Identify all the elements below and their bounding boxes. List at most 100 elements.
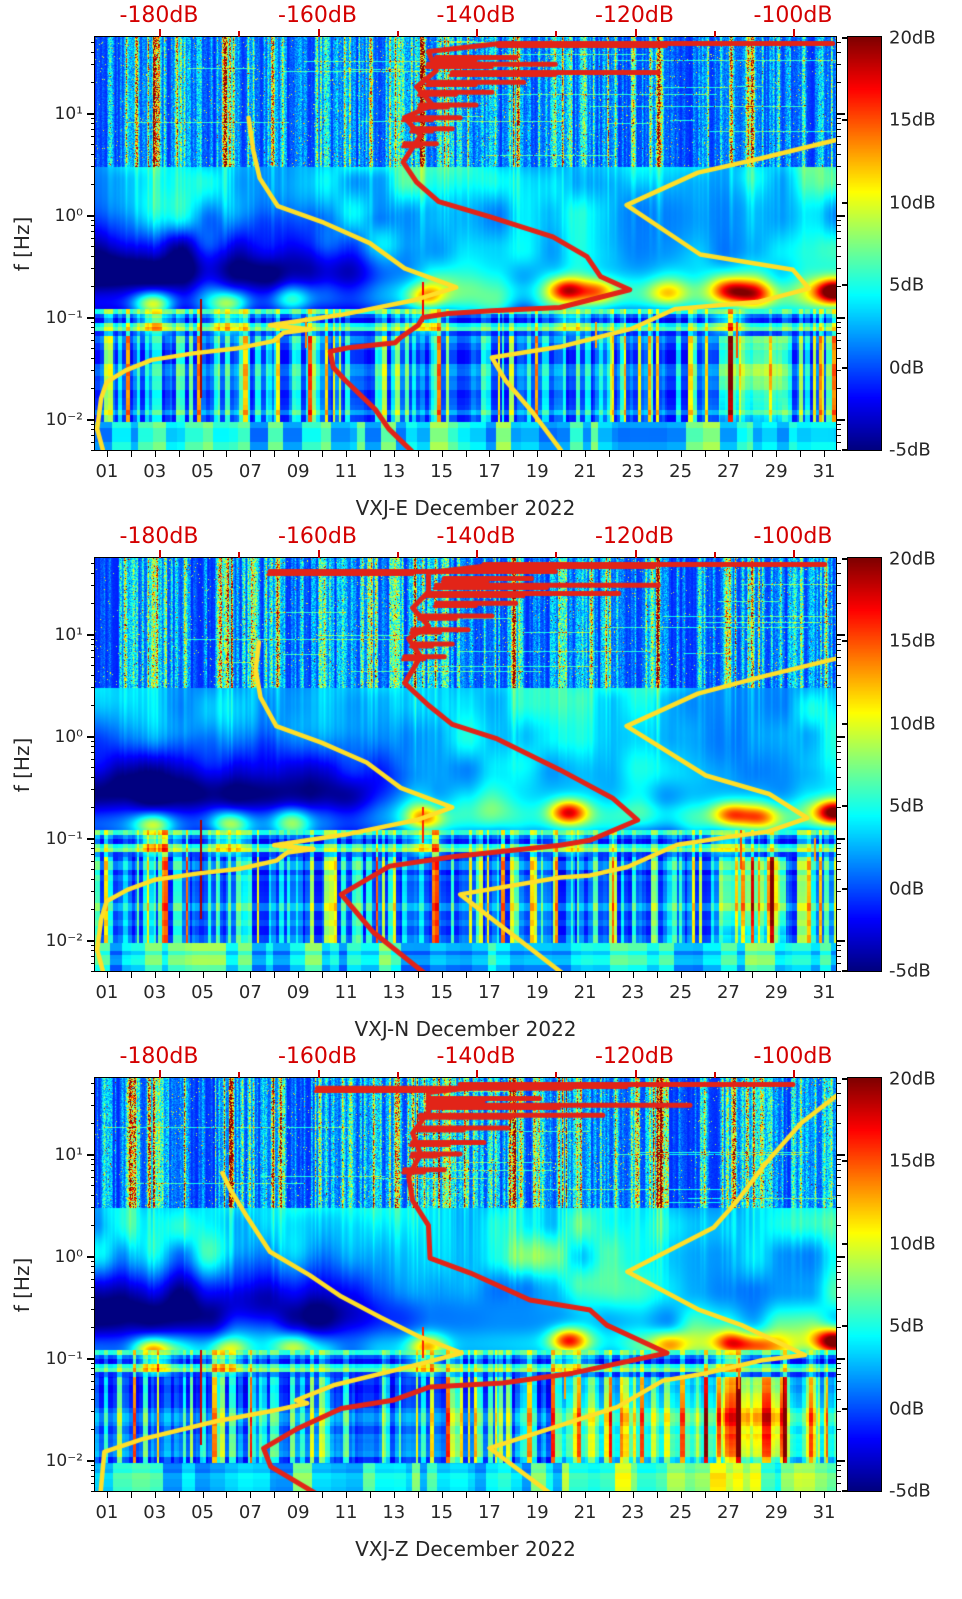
y-axis-minor-tick-right (837, 357, 841, 359)
colorbar-tick (842, 449, 847, 451)
top-axis-major-tick (159, 29, 161, 37)
x-axis-tick (393, 972, 395, 978)
y-axis-minor-tick (91, 745, 95, 747)
y-axis-minor-tick (91, 664, 95, 666)
top-axis-minor-tick (396, 1072, 399, 1078)
y-axis-minor-tick-right (837, 1169, 841, 1171)
y-axis-minor-tick-right (837, 1163, 841, 1165)
top-axis-tick-label: -160dB (278, 1044, 357, 1069)
top-axis-minor-tick (396, 552, 399, 558)
colorbar-tick-label: 15dB (889, 109, 936, 131)
x-axis-tick-label: 13 (382, 461, 406, 482)
y-axis-minor-tick (91, 347, 95, 349)
top-axis-minor-tick (238, 31, 241, 37)
y-axis-minor-tick-right (837, 1184, 841, 1186)
y-axis-minor-tick (91, 649, 95, 651)
x-axis-tick (178, 972, 180, 978)
y-axis-major-tick-right (837, 940, 845, 942)
y-axis-minor-tick-right (837, 339, 841, 341)
colorbar-tick-label: 5dB (889, 795, 925, 817)
colorbar-tick (842, 119, 847, 122)
y-axis-minor-tick-right (837, 1158, 841, 1160)
y-axis-minor-tick-right (837, 847, 841, 849)
colorbar-tick-label: -5dB (889, 1480, 931, 1502)
x-axis-tick (608, 451, 610, 457)
y-axis-minor-tick (91, 1464, 95, 1466)
top-axis-major-tick (317, 1070, 320, 1078)
y-axis-minor-tick (91, 1176, 95, 1178)
y-axis-minor-tick (91, 1362, 95, 1364)
panel-title-vxj-n: VXJ-N December 2022 (354, 1017, 577, 1041)
x-axis-tick (154, 1492, 156, 1498)
y-axis-major-tick (87, 736, 95, 738)
x-axis-tick (728, 972, 730, 978)
y-axis-minor-tick (91, 230, 95, 232)
colorbar-tick (842, 887, 847, 890)
x-axis-tick (178, 1492, 180, 1498)
y-axis-minor-tick-right (837, 1380, 841, 1382)
y-axis-major-tick-right (837, 215, 845, 217)
top-axis-tick-label: -180dB (119, 3, 199, 28)
y-axis-minor-tick (91, 1092, 95, 1094)
x-axis-tick (704, 451, 706, 457)
y-axis-minor-tick-right (837, 687, 841, 689)
x-axis-tick (130, 972, 132, 978)
y-axis-major-tick-right (837, 317, 845, 319)
top-axis-minor-tick (555, 1072, 558, 1078)
colorbar-canvas-2 (848, 1078, 881, 1491)
y-axis-minor-tick (91, 1411, 95, 1413)
colorbar-tick-label: 20dB (889, 1068, 936, 1090)
spectrogram-canvas-vxj-z (95, 1078, 836, 1491)
top-axis-tick-label: -160dB (278, 3, 357, 28)
colorbar-vxj-e (847, 36, 882, 451)
y-axis-minor-tick (91, 944, 95, 946)
x-axis-tick (680, 972, 682, 978)
x-axis-tick (417, 972, 419, 978)
top-axis-major-tick (476, 1070, 478, 1078)
x-axis-tick-label: 19 (525, 461, 549, 482)
top-axis-minor-tick (713, 31, 716, 37)
top-axis-tick-label: -140dB (436, 524, 516, 549)
colorbar-tick (842, 805, 847, 808)
y-axis-major-tick-right (837, 1358, 845, 1360)
y-axis-minor-tick (91, 1184, 95, 1186)
y-axis-minor-tick-right (837, 135, 841, 137)
colorbar-tick-label: 10dB (889, 713, 936, 735)
x-axis-tick-label: 09 (286, 1502, 310, 1523)
x-axis-tick (465, 451, 467, 457)
x-axis-tick-label: 09 (286, 982, 310, 1003)
y-axis-minor-tick (91, 245, 95, 247)
top-axis-tick-label: -140dB (436, 3, 516, 28)
y-axis-minor-tick-right (837, 603, 841, 605)
x-axis-tick (226, 972, 228, 978)
y-axis-minor-tick (91, 766, 95, 768)
y-axis-minor-tick (91, 1429, 95, 1431)
y-axis-minor-tick-right (837, 1482, 841, 1484)
x-axis-tick-label: 05 (191, 982, 215, 1003)
y-axis-major-tick-right (837, 736, 845, 738)
y-axis-minor-tick-right (837, 1105, 841, 1107)
x-axis-tick (130, 1492, 132, 1498)
y-axis-minor-tick-right (837, 664, 841, 666)
y-axis-major-tick-right (837, 1154, 845, 1156)
x-axis-tick (441, 1492, 443, 1498)
x-axis-tick-label: 21 (573, 1502, 597, 1523)
y-axis-tick-label: 10⁻¹ (45, 829, 83, 849)
y-axis-minor-tick-right (837, 51, 841, 53)
x-axis-tick (513, 1492, 515, 1498)
x-axis-tick (489, 972, 491, 978)
x-axis-tick (632, 972, 634, 978)
x-axis-tick (513, 972, 515, 978)
y-axis-minor-tick (91, 962, 95, 964)
top-axis-major-tick (634, 29, 637, 37)
x-axis-tick (178, 451, 180, 457)
y-axis-major-tick-right (837, 838, 845, 840)
x-axis-tick-label: 27 (716, 1502, 740, 1523)
x-axis-tick-label: 11 (334, 461, 358, 482)
x-axis-tick-label: 25 (669, 982, 693, 1003)
y-axis-major-tick-right (837, 1460, 845, 1462)
x-axis-tick (298, 1492, 300, 1498)
y-axis-minor-tick-right (837, 219, 841, 221)
x-axis-tick (776, 451, 778, 457)
